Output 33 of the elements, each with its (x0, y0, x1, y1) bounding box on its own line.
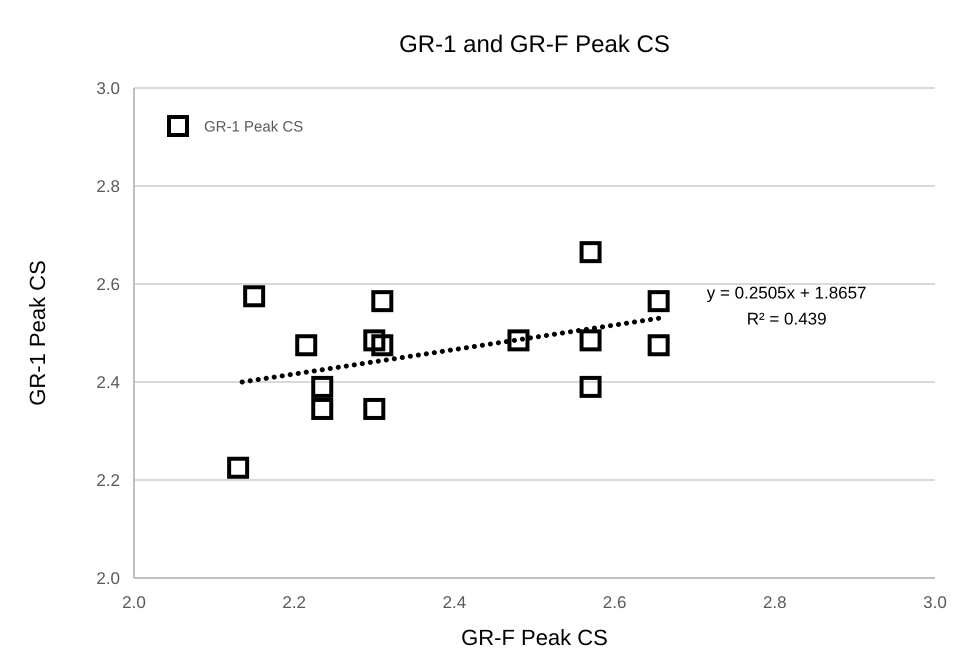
point (507, 329, 530, 352)
y-tick-label: 3.0 (96, 78, 120, 98)
y-tick-label: 2.0 (96, 568, 120, 588)
point (648, 290, 670, 312)
annotation: y = 0.2505x + 1.8657 (706, 283, 867, 302)
point (371, 290, 394, 312)
x-tick-label: 2.6 (602, 593, 626, 612)
point (580, 376, 602, 398)
y-axis-title: GR-1 Peak CS (25, 260, 50, 406)
y-tick-label: 2.2 (96, 470, 120, 490)
y-tick-label: 2.6 (96, 274, 120, 294)
point (311, 376, 334, 398)
x-axis-title: GR-F Peak CS (461, 625, 608, 650)
point (371, 334, 394, 356)
x-tick-label: 2.2 (282, 593, 306, 612)
point (227, 456, 250, 479)
annotation: R² = 0.439 (746, 309, 827, 328)
point (295, 334, 318, 356)
y-tick-label: 2.8 (96, 176, 120, 196)
point (243, 285, 266, 308)
point (363, 329, 386, 352)
point (363, 398, 386, 420)
x-tick-label: 3.0 (923, 593, 947, 612)
point (311, 398, 334, 420)
point (580, 241, 602, 264)
legend-label: GR-1 Peak CS (204, 118, 304, 136)
y-tick-label: 2.4 (96, 372, 120, 392)
x-tick-label: 2.4 (442, 593, 466, 612)
point (648, 334, 670, 356)
x-tick-label: 2.0 (122, 593, 146, 612)
x-tick-label: 2.8 (762, 593, 787, 612)
chart-title: GR-1 and GR-F Peak CS (399, 31, 670, 58)
point (580, 329, 602, 352)
